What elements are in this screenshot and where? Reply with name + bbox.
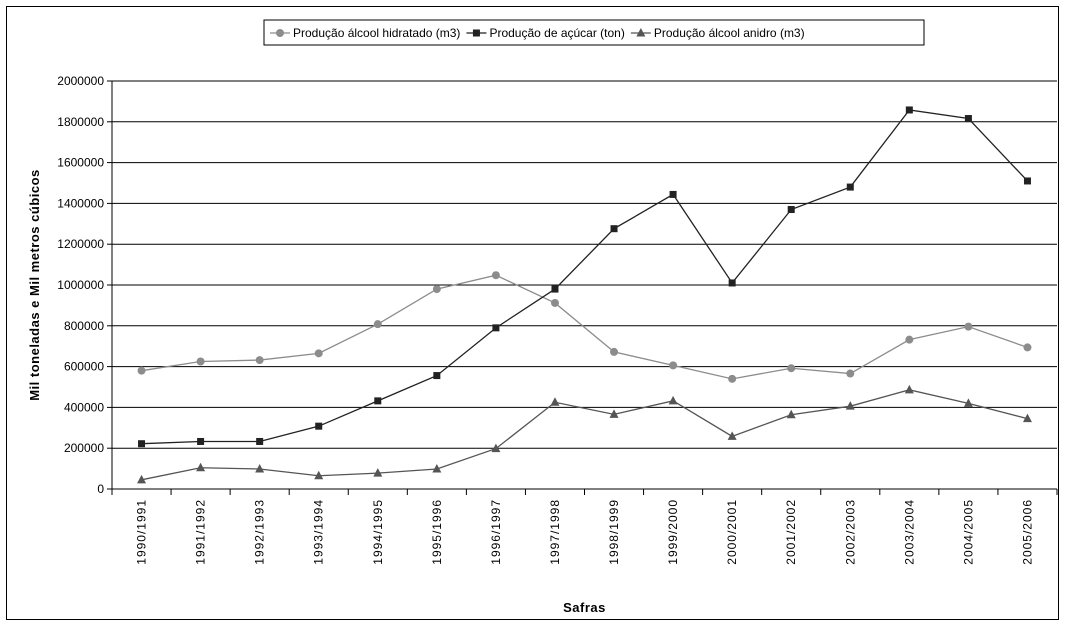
data-point [786, 409, 796, 419]
data-point [491, 443, 501, 453]
x-tick-label: 2004/2005 [961, 499, 975, 565]
data-point [610, 225, 618, 233]
data-point [668, 395, 678, 405]
data-point [669, 190, 677, 198]
x-tick-label: 2003/2004 [902, 499, 916, 565]
legend-marker [472, 29, 480, 37]
data-point [373, 468, 383, 477]
x-tick-label: 1992/1993 [253, 499, 267, 565]
y-tick-label: 600000 [64, 360, 104, 374]
data-point [255, 464, 265, 473]
y-tick-label: 2000000 [57, 74, 104, 88]
data-point [610, 347, 619, 356]
data-point [1023, 177, 1031, 185]
data-point [314, 349, 323, 358]
y-tick-label: 1400000 [57, 196, 104, 210]
data-point [314, 470, 324, 480]
data-point [609, 409, 619, 418]
data-point [846, 369, 855, 378]
x-tick-label: 1997/1998 [548, 499, 562, 565]
data-point [551, 285, 559, 293]
legend-marker [636, 28, 646, 37]
series-3 [137, 384, 1032, 484]
x-tick-label: 1999/2000 [666, 499, 680, 565]
legend-label: Produção de açúcar (ton) [489, 26, 624, 40]
series-1 [137, 271, 1032, 383]
data-point [196, 357, 205, 366]
x-tick-label: 1990/1991 [135, 499, 149, 565]
y-tick-label: 1000000 [57, 278, 104, 292]
x-tick-label: 1996/1997 [489, 499, 503, 565]
x-tick-label: 2001/2002 [784, 499, 798, 565]
data-point [787, 364, 796, 373]
legend-marker [276, 29, 284, 37]
gridlines [112, 80, 1057, 449]
data-point [550, 397, 560, 406]
data-point [138, 440, 146, 448]
x-axis: 1990/1991 1991/1992 1992/1993 1993/1994 1994… [111, 488, 1058, 565]
data-point [197, 437, 205, 445]
data-point [491, 271, 500, 280]
data-point [669, 361, 678, 370]
x-tick-label: 1998/1999 [607, 499, 621, 565]
data-point [964, 115, 972, 123]
legend-label: Produção álcool anidro (m3) [654, 26, 805, 40]
x-tick-label: 1994/1995 [371, 499, 385, 565]
data-point [432, 464, 442, 473]
data-point [905, 335, 914, 344]
data-point [432, 285, 441, 294]
y-tick-label: 800000 [64, 319, 104, 333]
line-chart: 0 200000 400000 600000 800000 1000000 1200000 1… [27, 19, 1058, 615]
y-axis-title: Mil toneladas e Mil metros cúbicos [27, 169, 42, 401]
data-point [728, 374, 737, 383]
legend-label: Produção álcool hidratado (m3) [293, 26, 460, 40]
data-point [1023, 343, 1032, 352]
y-tick-label: 1800000 [57, 115, 104, 129]
data-point [256, 437, 264, 445]
data-point [904, 384, 914, 394]
y-tick-label: 400000 [64, 400, 104, 414]
x-tick-label: 2002/2003 [843, 499, 857, 565]
data-point [315, 422, 323, 430]
data-point [845, 401, 855, 410]
data-point [963, 398, 973, 407]
data-point [137, 366, 146, 375]
x-tick-label: 1993/1994 [312, 499, 326, 565]
y-tick-label: 200000 [64, 441, 104, 455]
x-tick-label: 1995/1996 [430, 499, 444, 565]
data-point [373, 320, 382, 329]
data-point [1022, 413, 1032, 423]
series-2 [138, 106, 1031, 448]
data-point [727, 431, 737, 440]
series-line [141, 274, 1028, 380]
series-line [141, 389, 1028, 481]
x-tick-label: 2005/2006 [1020, 499, 1034, 565]
x-axis-title: Safras [563, 600, 606, 615]
data-point [964, 322, 973, 331]
data-point [374, 397, 382, 405]
data-point [787, 206, 795, 214]
x-tick-label: 1991/1992 [194, 499, 208, 565]
data-point [905, 106, 913, 114]
y-axis: 0 200000 400000 600000 800000 1000000 1200000 1… [57, 74, 113, 496]
data-point [255, 356, 264, 365]
data-point [137, 474, 147, 484]
data-point [550, 298, 559, 307]
legend-box [263, 19, 925, 46]
x-tick-label: 2000/2001 [725, 499, 739, 565]
data-point [728, 279, 736, 287]
data-point [492, 324, 500, 332]
data-point [846, 183, 854, 191]
chart-frame: 0 200000 400000 600000 800000 1000000 1200000 1… [6, 6, 1059, 620]
y-tick-label: 1600000 [57, 156, 104, 170]
data-point [196, 462, 206, 472]
legend: Produção álcool hidratado (m3) Produção d… [263, 19, 925, 46]
series-group [137, 106, 1032, 484]
data-point [433, 372, 441, 380]
series-line [141, 109, 1028, 445]
y-tick-label: 0 [97, 482, 104, 496]
y-tick-label: 1200000 [57, 237, 104, 251]
